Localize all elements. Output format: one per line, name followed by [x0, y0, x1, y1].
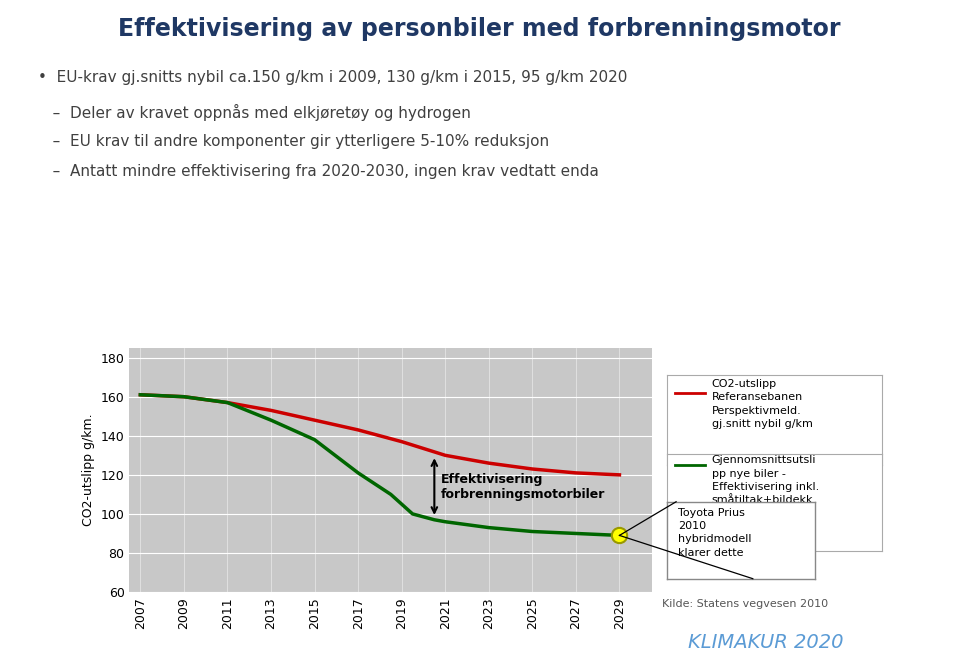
- Text: Gjennomsnittsutsli
pp nye biler -
Effektivisering inkl.
småtiltak+bildekk: Gjennomsnittsutsli pp nye biler - Effekt…: [712, 456, 819, 505]
- Text: –  Deler av kravet oppnås med elkjøretøy og hydrogen: – Deler av kravet oppnås med elkjøretøy …: [38, 104, 471, 120]
- Text: CO2-utslipp
Referansebanen
Perspektivmeld.
gj.snitt nybil g/km: CO2-utslipp Referansebanen Perspektivmel…: [712, 379, 812, 429]
- Text: Effektivisering av personbiler med forbrenningsmotor: Effektivisering av personbiler med forbr…: [118, 17, 841, 41]
- Y-axis label: CO2-utslipp g/km.: CO2-utslipp g/km.: [82, 413, 95, 527]
- Text: •  EU-krav gj.snitts nybil ca.150 g/km i 2009, 130 g/km i 2015, 95 g/km 2020: • EU-krav gj.snitts nybil ca.150 g/km i …: [38, 70, 628, 85]
- Text: Effektivisering
forbrenningsmotorbiler: Effektivisering forbrenningsmotorbiler: [441, 472, 605, 500]
- Text: Toyota Prius
2010
hybridmodell
klarer dette: Toyota Prius 2010 hybridmodell klarer de…: [678, 508, 752, 557]
- Text: –  EU krav til andre komponenter gir ytterligere 5-10% reduksjon: – EU krav til andre komponenter gir ytte…: [38, 134, 550, 149]
- Text: KLIMAKUR 2020: KLIMAKUR 2020: [689, 634, 844, 652]
- Text: –  Antatt mindre effektivisering fra 2020-2030, ingen krav vedtatt enda: – Antatt mindre effektivisering fra 2020…: [38, 164, 599, 179]
- Text: Kilde: Statens vegvesen 2010: Kilde: Statens vegvesen 2010: [662, 599, 828, 609]
